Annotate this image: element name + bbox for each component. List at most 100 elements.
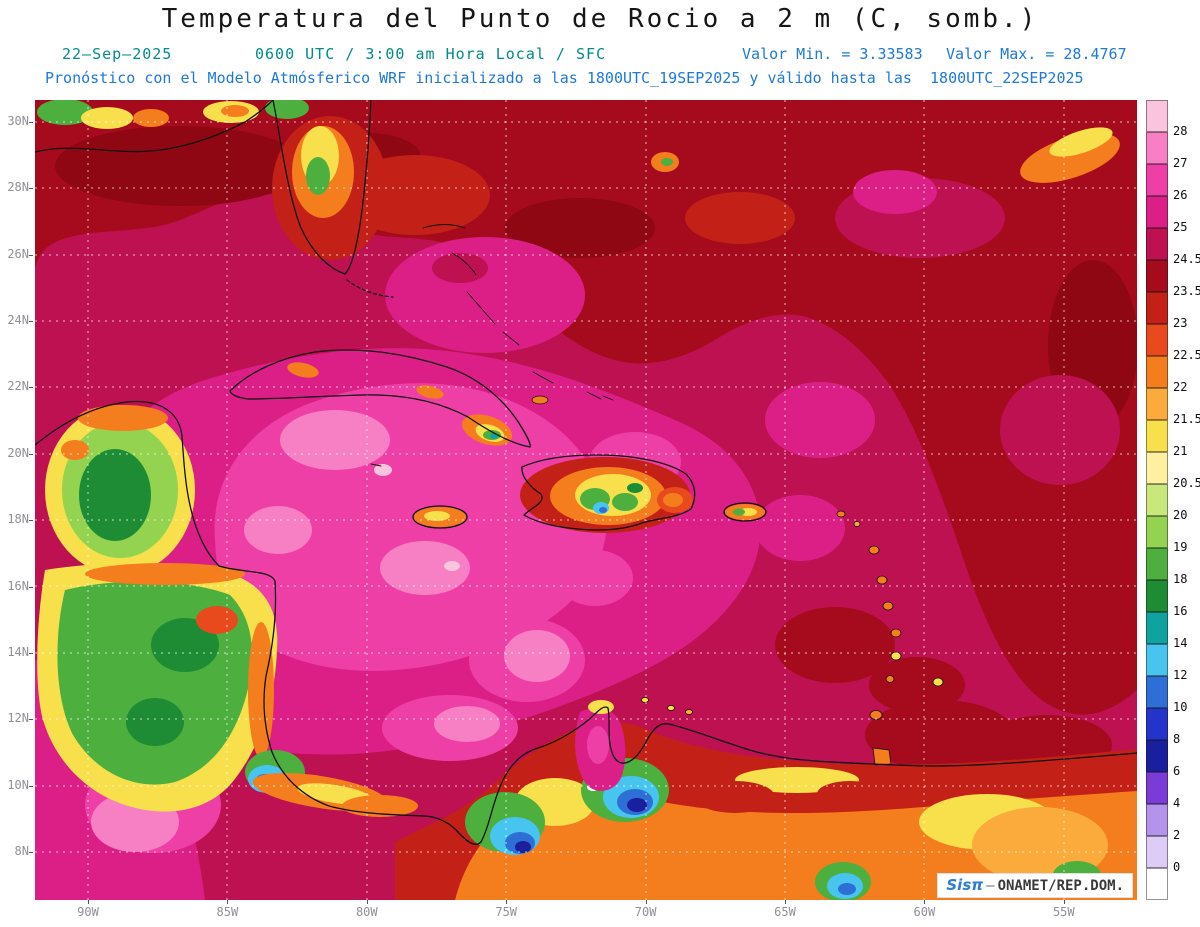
- colorbar-segment: [1146, 516, 1168, 548]
- lat-tick: [29, 520, 33, 522]
- colorbar-label: 23: [1173, 316, 1188, 330]
- lat-tick-label: 20N: [7, 445, 29, 460]
- colorbar-label: 20: [1173, 508, 1188, 522]
- colorbar-label: 14: [1173, 636, 1188, 650]
- coast-puerto-rico: [723, 502, 767, 522]
- colorbar-label: 22: [1173, 380, 1188, 394]
- colorbar-segment: [1146, 356, 1168, 388]
- colorbar-segment: [1146, 260, 1168, 292]
- lon-tick-label: 80W: [355, 905, 378, 919]
- lat-tick-label: 30N: [7, 114, 29, 128]
- lon-tick-label: 60W: [913, 905, 936, 919]
- colorbar-label: 21: [1173, 444, 1188, 458]
- colorbar-segment: [1146, 100, 1168, 132]
- lon-tick: [366, 900, 368, 904]
- map-svg: [35, 100, 1137, 900]
- coast-mainland: [35, 400, 1137, 845]
- lon-tick: [924, 900, 926, 904]
- colorbar-label: 18: [1173, 572, 1188, 586]
- forecast-description: Pronóstico con el Modelo Atmósferico WRF…: [45, 69, 1084, 87]
- lat-tick: [29, 122, 33, 123]
- max-value-label: Valor Max. = 28.4767: [946, 45, 1127, 63]
- colorbar-label: 27: [1173, 156, 1188, 170]
- watermark-brand: Sisπ: [946, 876, 984, 894]
- lon-tick-label: 55W: [1052, 905, 1075, 919]
- lat-axis: 30N 28N 26N 24N 22N 20N 18N 16N 14N 12N 10N 8N: [0, 100, 33, 900]
- lat-tick-label: 26N: [7, 246, 29, 261]
- lon-tick-label: 90W: [77, 905, 99, 919]
- lon-tick: [88, 900, 89, 904]
- coast-florida: [272, 100, 372, 275]
- coast-bahamas: [370, 224, 614, 467]
- colorbar-label: 23.5: [1173, 284, 1200, 298]
- lat-tick-label: 24N: [7, 313, 29, 328]
- land-shading: [37, 100, 1137, 900]
- colorbar-label: 10: [1173, 700, 1188, 714]
- lat-tick: [29, 188, 33, 190]
- colorbar-segment: [1146, 324, 1168, 356]
- min-value-label: Valor Min. = 3.33583: [742, 45, 923, 63]
- valid-date: 22–Sep–2025: [62, 45, 173, 63]
- colorbar-label: 16: [1173, 604, 1188, 618]
- lat-tick: [29, 321, 33, 323]
- lat-tick-label: 8N: [14, 843, 29, 858]
- lat-tick-label: 18N: [7, 512, 29, 527]
- page-title: Temperatura del Punto de Rocio a 2 m (C,…: [161, 4, 1039, 34]
- colorbar-label: 20.5: [1173, 476, 1200, 490]
- colorbar-label: 19: [1173, 540, 1188, 554]
- lon-tick: [785, 900, 786, 904]
- lat-tick-label: 16N: [7, 578, 29, 593]
- coast-jamaica: [412, 505, 468, 529]
- colorbar-segment: [1146, 164, 1168, 196]
- small-islands: [531, 395, 944, 766]
- watermark-separator: –: [986, 878, 995, 894]
- watermark-org: ONAMET/REP.DOM.: [997, 878, 1124, 894]
- lat-tick: [29, 387, 33, 389]
- coast-cuba: [229, 349, 531, 448]
- colorbar-segment: [1146, 484, 1168, 516]
- colorbar-label: 25: [1173, 220, 1188, 234]
- colorbar-segment: [1146, 644, 1168, 676]
- lat-tick-label: 14N: [7, 644, 29, 659]
- colorbar-segment: [1146, 388, 1168, 420]
- colorbar-segment: [1146, 420, 1168, 452]
- colorbar-label: 12: [1173, 668, 1188, 682]
- colorbar-segment: [1146, 548, 1168, 580]
- colorbar-segment: [1146, 612, 1168, 644]
- lat-tick: [29, 652, 33, 654]
- coast-gulf: [35, 100, 274, 153]
- colorbar-segment: [1146, 228, 1168, 260]
- colorbar-segment: [1146, 452, 1168, 484]
- colorbar-label: 2: [1173, 828, 1181, 842]
- lon-tick: [227, 900, 229, 904]
- lat-tick: [29, 851, 33, 853]
- colorbar-segment: [1146, 580, 1168, 612]
- colorbar-label: 21.5: [1173, 412, 1200, 426]
- lon-tick: [645, 900, 647, 904]
- colorbar-segment: [1146, 676, 1168, 708]
- colorbar-segment: [1146, 772, 1168, 804]
- colorbar-label: 28: [1173, 124, 1188, 138]
- colorbar-segment: [1146, 196, 1168, 228]
- lat-tick: [29, 719, 33, 721]
- lon-axis: 90W 85W 80W 75W 70W 65W 60W 55W: [35, 900, 1137, 926]
- colorbar-segment: [1146, 708, 1168, 740]
- coast-florida-keys: [346, 279, 394, 298]
- lon-tick: [1063, 900, 1065, 904]
- lat-tick: [29, 785, 33, 787]
- lat-tick: [29, 453, 33, 455]
- colorbar-label: 0: [1173, 860, 1181, 874]
- colorbar-segment: [1146, 292, 1168, 324]
- lat-tick-label: 12N: [7, 711, 29, 726]
- lon-tick-label: 85W: [216, 905, 239, 919]
- lon-tick: [506, 900, 508, 904]
- valid-time: 0600 UTC / 3:00 am Hora Local / SFC: [255, 45, 607, 63]
- colorbar-labels: 28 27 26 25 24.5 23.5 23 22.5 22 21.5 21 20.5 20 19 18…: [1173, 100, 1200, 900]
- colorbar-label: 26: [1173, 188, 1188, 202]
- colorbar-label: 8: [1173, 732, 1181, 746]
- colorbar-label: 24.5: [1173, 252, 1200, 266]
- colorbar-label: 4: [1173, 796, 1181, 810]
- lon-tick-label: 65W: [774, 905, 796, 919]
- lat-tick-label: 22N: [7, 379, 29, 394]
- lat-tick-label: 10N: [7, 777, 29, 792]
